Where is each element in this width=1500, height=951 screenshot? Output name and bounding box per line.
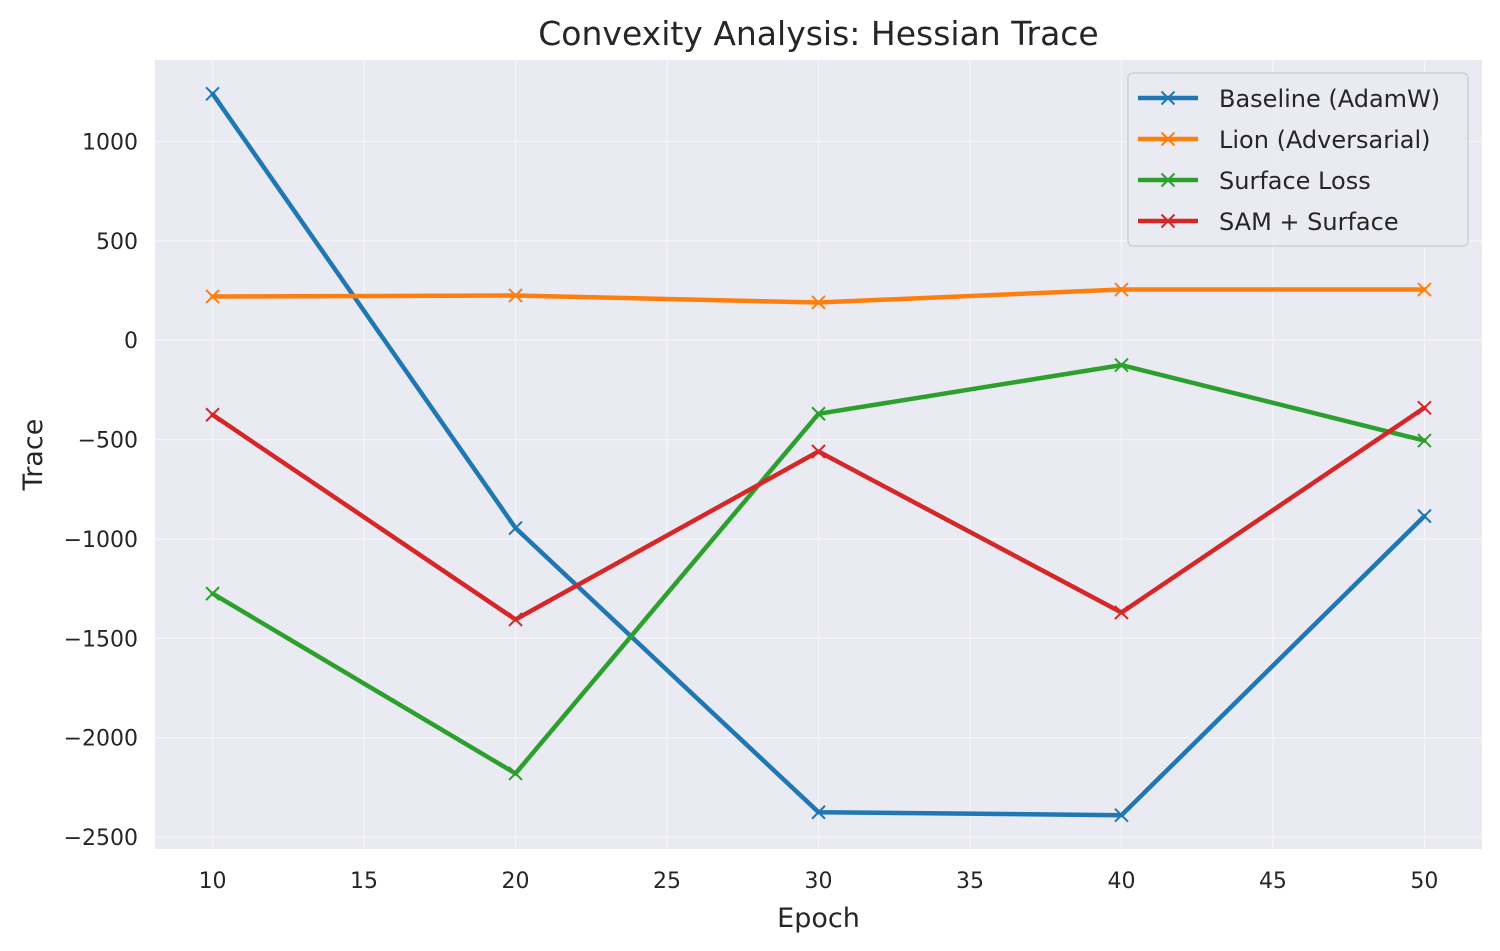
x-axis-ticks: 10 15 20 25 30 35 40 45 50 bbox=[199, 869, 1439, 894]
x-tick-label: 10 bbox=[199, 869, 227, 894]
data-point bbox=[1114, 808, 1129, 823]
x-tick-label: 15 bbox=[350, 869, 378, 894]
legend: Baseline (AdamW) Lion (Adversarial) Surfac… bbox=[1127, 72, 1469, 247]
series-0 bbox=[205, 86, 1432, 823]
legend-label: Surface Loss bbox=[1219, 167, 1371, 195]
legend-label: SAM + Surface bbox=[1219, 208, 1399, 236]
data-point bbox=[205, 289, 220, 304]
y-tick-label: 1000 bbox=[82, 130, 138, 155]
legend-item: Lion (Adversarial) bbox=[1138, 126, 1430, 154]
legend-label: Lion (Adversarial) bbox=[1219, 126, 1430, 154]
data-point bbox=[205, 86, 220, 101]
y-axis-label: Trace bbox=[18, 419, 49, 492]
data-point bbox=[508, 612, 523, 627]
data-point bbox=[811, 805, 826, 820]
x-tick-label: 25 bbox=[653, 869, 681, 894]
data-point bbox=[811, 406, 826, 421]
legend-item: SAM + Surface bbox=[1138, 208, 1399, 236]
x-tick-label: 50 bbox=[1410, 869, 1438, 894]
series-group bbox=[205, 86, 1432, 823]
data-point bbox=[1417, 508, 1432, 524]
x-tick-label: 45 bbox=[1259, 869, 1287, 894]
legend-marker bbox=[1160, 131, 1176, 147]
legend-item: Baseline (AdamW) bbox=[1138, 85, 1440, 113]
y-axis-ticks: −2500 −2000 −1500 −1000 −500 0 500 1000 bbox=[64, 130, 138, 851]
legend-frame bbox=[1127, 72, 1469, 247]
data-point bbox=[811, 295, 826, 310]
x-axis-label: Epoch bbox=[777, 903, 860, 934]
data-point bbox=[1417, 400, 1432, 416]
series-1 bbox=[205, 282, 1432, 310]
x-tick-label: 20 bbox=[502, 869, 530, 894]
data-point bbox=[1114, 357, 1129, 373]
legend-label: Baseline (AdamW) bbox=[1219, 85, 1440, 113]
data-point bbox=[508, 288, 523, 303]
legend-marker bbox=[1160, 172, 1176, 188]
data-point bbox=[1114, 282, 1129, 297]
y-tick-label: −1000 bbox=[64, 528, 138, 553]
y-tick-label: −2000 bbox=[64, 727, 138, 752]
data-point bbox=[1417, 282, 1432, 297]
y-tick-label: −1500 bbox=[64, 627, 138, 652]
y-tick-label: 500 bbox=[96, 230, 138, 255]
y-tick-label: −2500 bbox=[64, 826, 138, 851]
series-3 bbox=[205, 400, 1432, 627]
data-point bbox=[508, 766, 523, 781]
x-tick-label: 30 bbox=[805, 869, 833, 894]
data-point bbox=[508, 520, 523, 536]
data-point bbox=[1417, 433, 1432, 448]
legend-item: Surface Loss bbox=[1138, 167, 1371, 195]
data-point bbox=[205, 586, 220, 601]
chart-title: Convexity Analysis: Hessian Trace bbox=[538, 14, 1098, 53]
y-tick-label: −500 bbox=[78, 429, 138, 454]
x-tick-label: 35 bbox=[956, 869, 984, 894]
data-point bbox=[205, 407, 220, 422]
data-point bbox=[1114, 605, 1129, 620]
y-tick-label: 0 bbox=[124, 329, 138, 354]
legend-marker bbox=[1160, 90, 1176, 106]
series-2 bbox=[205, 357, 1432, 781]
x-tick-label: 40 bbox=[1107, 869, 1135, 894]
data-point bbox=[811, 444, 826, 459]
legend-marker bbox=[1160, 213, 1176, 229]
